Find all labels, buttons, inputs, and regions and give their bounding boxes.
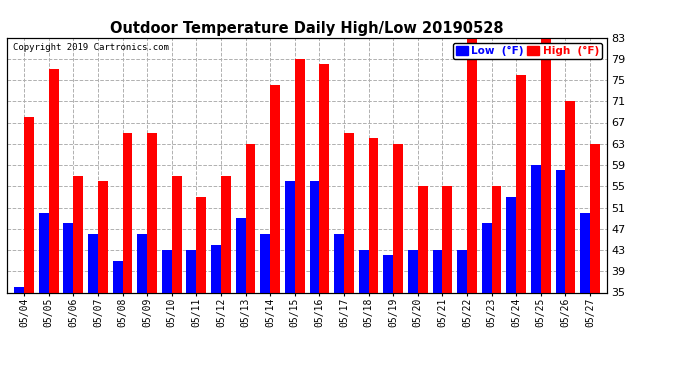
Bar <box>172 176 181 292</box>
Legend: Low  (°F), High  (°F): Low (°F), High (°F) <box>453 43 602 59</box>
Bar <box>186 250 197 292</box>
Bar <box>221 176 230 292</box>
Bar <box>162 250 172 292</box>
Bar <box>442 186 452 292</box>
Text: Copyright 2019 Cartronics.com: Copyright 2019 Cartronics.com <box>13 43 169 52</box>
Bar <box>565 101 575 292</box>
Bar <box>123 133 132 292</box>
Bar <box>49 69 59 292</box>
Bar <box>580 213 590 292</box>
Bar <box>73 176 83 292</box>
Bar <box>260 234 270 292</box>
Bar <box>319 64 329 292</box>
Bar <box>236 218 246 292</box>
Bar <box>491 186 502 292</box>
Bar <box>457 250 467 292</box>
Bar <box>98 181 108 292</box>
Bar <box>359 250 368 292</box>
Bar <box>88 234 98 292</box>
Bar <box>384 255 393 292</box>
Bar <box>368 138 378 292</box>
Bar <box>285 181 295 292</box>
Bar <box>63 224 73 292</box>
Bar <box>482 224 491 292</box>
Bar <box>467 32 477 292</box>
Bar <box>541 32 551 292</box>
Bar <box>417 186 428 292</box>
Bar <box>516 75 526 292</box>
Bar <box>555 170 565 292</box>
Bar <box>211 245 221 292</box>
Bar <box>39 213 49 292</box>
Bar <box>506 197 516 292</box>
Bar <box>197 197 206 292</box>
Bar <box>270 86 280 292</box>
Bar <box>24 117 34 292</box>
Bar <box>14 287 24 292</box>
Bar <box>246 144 255 292</box>
Bar <box>393 144 403 292</box>
Bar <box>295 59 304 292</box>
Bar <box>408 250 417 292</box>
Bar <box>531 165 541 292</box>
Bar <box>433 250 442 292</box>
Bar <box>137 234 147 292</box>
Bar <box>147 133 157 292</box>
Bar <box>112 261 123 292</box>
Bar <box>344 133 354 292</box>
Bar <box>334 234 344 292</box>
Title: Outdoor Temperature Daily High/Low 20190528: Outdoor Temperature Daily High/Low 20190… <box>110 21 504 36</box>
Bar <box>590 144 600 292</box>
Bar <box>310 181 319 292</box>
